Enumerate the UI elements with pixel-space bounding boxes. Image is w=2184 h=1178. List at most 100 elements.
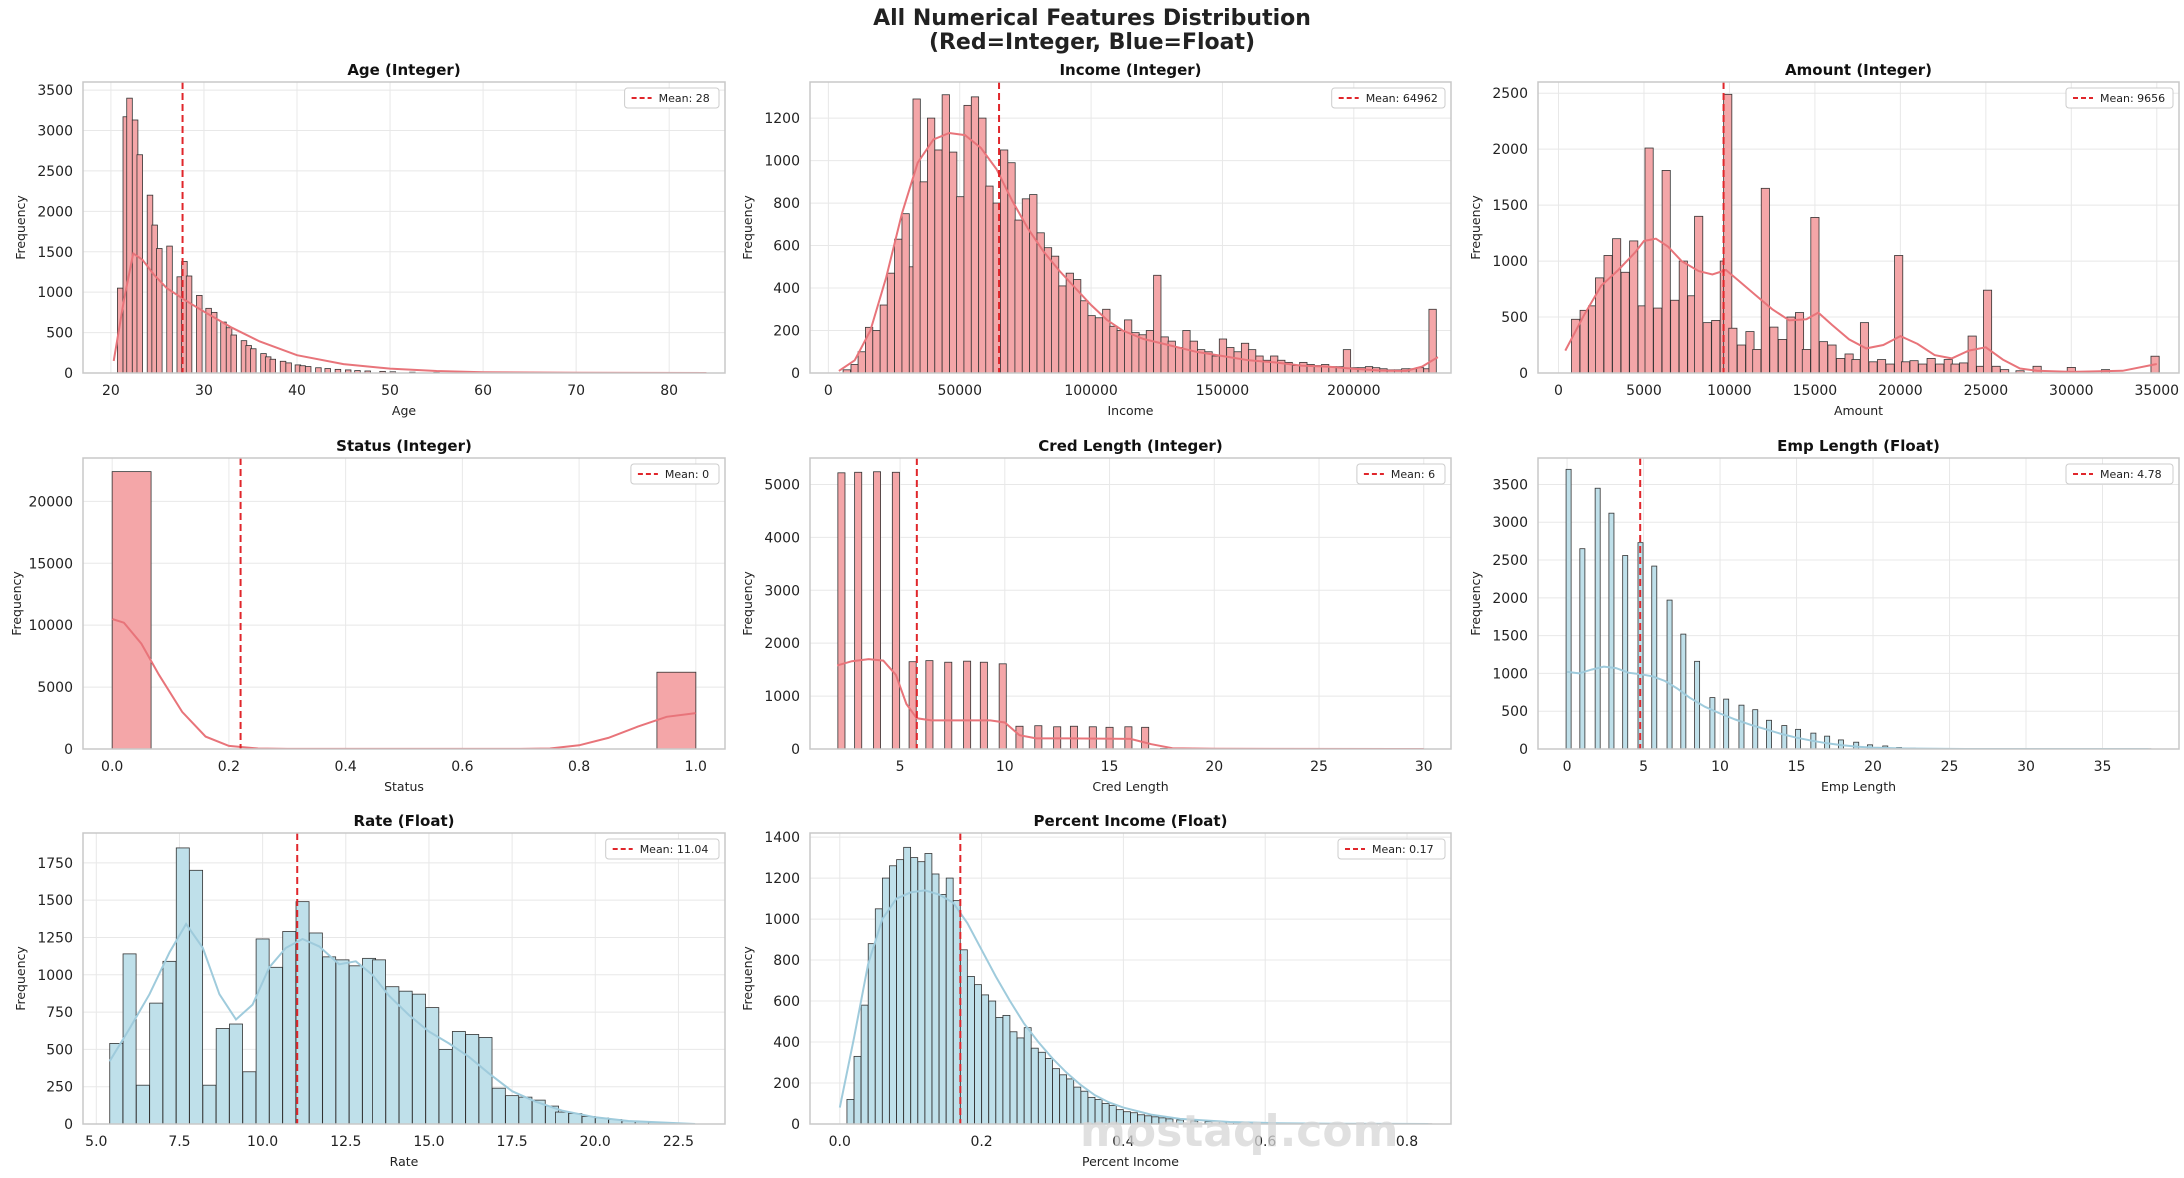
bars: [109, 847, 676, 1124]
y-tick-label: 5000: [764, 477, 800, 493]
histogram-bar: [324, 368, 331, 373]
histogram-bar: [269, 358, 277, 373]
histogram-bar: [1160, 336, 1169, 373]
x-tick-label: 20: [1205, 759, 1223, 775]
subplot-title: Status (Integer): [336, 437, 472, 455]
x-tick-label: 0: [1563, 759, 1572, 775]
histogram-bar: [1950, 363, 1960, 373]
histogram-bar: [1702, 322, 1712, 373]
y-tick-label: 2500: [1492, 86, 1528, 102]
histogram-bar: [872, 330, 881, 373]
axes-frame: [1537, 457, 2180, 750]
histogram-bar: [308, 932, 323, 1124]
x-tick-label: 200000: [1327, 383, 1380, 399]
subplot-6: 0 5 10 15 20 25 30 35 0 500 1000 1500 2000 2500 3000 35…: [1468, 437, 2180, 794]
y-tick-label: 0: [1519, 742, 1528, 758]
histogram-bar: [1059, 1074, 1068, 1124]
histogram-bar: [1612, 238, 1622, 373]
histogram-bar: [185, 275, 193, 373]
histogram-bar: [1760, 187, 1770, 373]
histogram-bar: [1066, 1078, 1075, 1124]
y-tick-label: 2000: [37, 204, 73, 220]
histogram-bar: [886, 272, 895, 373]
x-tick-label: 30: [195, 383, 213, 399]
histogram-bar: [903, 846, 912, 1124]
y-tick-label: 20000: [28, 494, 73, 510]
histogram-bar: [210, 311, 218, 373]
subplot-title: Cred Length (Integer): [1038, 437, 1222, 455]
histogram-bar: [344, 369, 352, 373]
histogram-bar: [879, 304, 888, 373]
kde-line: [838, 889, 1429, 1124]
y-tick-label: 3000: [1492, 515, 1528, 531]
subplot-title: Income (Integer): [1059, 61, 1201, 79]
legend-box: [605, 838, 720, 860]
x-tick-label: 10000: [1707, 383, 1752, 399]
histogram-bar: [1694, 660, 1701, 749]
histogram-bar: [1608, 512, 1615, 749]
histogram-bar: [850, 364, 859, 373]
x-tick-label: 0.4: [335, 759, 357, 775]
histogram-bar: [1711, 319, 1721, 373]
histogram-bar: [1009, 1031, 1018, 1124]
histogram-bar: [908, 661, 917, 749]
legend-box: [1337, 838, 1446, 860]
x-tick-label: 15: [1788, 759, 1806, 775]
x-axis-label: Cred Length: [1092, 779, 1168, 794]
histogram-bar: [1781, 725, 1788, 749]
kde-line: [112, 251, 707, 373]
histogram-bar: [963, 660, 972, 749]
legend-label: Mean: 4.78: [2100, 468, 2162, 481]
x-tick-label: 0.8: [568, 759, 590, 775]
subplot-1: 20 30 40 50 60 70 80 0 500 1000 1500 2000 2500 3000 35…: [13, 61, 726, 418]
y-tick-label: 1000: [37, 285, 73, 301]
bars: [842, 94, 1437, 373]
histogram-bar: [1723, 93, 1733, 373]
histogram-bar: [867, 943, 876, 1124]
x-tick-label: 0.2: [218, 759, 240, 775]
histogram-bar: [1189, 340, 1198, 373]
histogram-bar: [854, 471, 863, 749]
y-axis-label: Frequency: [1468, 571, 1483, 636]
x-tick-label: 35000: [2135, 383, 2180, 399]
histogram-bar: [285, 362, 292, 373]
histogram-bar: [1094, 317, 1104, 373]
legend: Mean: 28: [624, 87, 720, 109]
histogram-bar: [842, 369, 851, 373]
histogram-bar: [1002, 1014, 1011, 1124]
histogram-bar: [1959, 362, 1969, 373]
histogram-bar: [938, 894, 947, 1124]
x-tick-label: 15.0: [413, 1134, 444, 1150]
histogram-bar: [1014, 219, 1023, 373]
histogram-bar: [988, 1000, 997, 1124]
histogram-bar: [1036, 232, 1045, 373]
histogram-bar: [1051, 255, 1060, 373]
y-axis-label: Frequency: [740, 195, 755, 260]
histogram-bar: [1752, 709, 1759, 749]
legend: Mean: 64962: [1331, 87, 1446, 109]
histogram-bar: [1233, 351, 1242, 373]
x-tick-label: 5.0: [85, 1134, 107, 1150]
histogram-bar: [1299, 361, 1308, 373]
axes-frame: [809, 832, 1452, 1125]
histogram-bar: [1255, 355, 1264, 373]
x-tick-label: 25: [1310, 759, 1328, 775]
legend-box: [2065, 87, 2174, 109]
y-tick-label: 600: [773, 239, 800, 255]
y-tick-label: 1750: [37, 856, 73, 872]
figure-title: All Numerical Features Distribution: [873, 6, 1311, 31]
histogram-bar: [250, 348, 257, 373]
y-tick-label: 500: [1501, 310, 1528, 326]
histogram-bar: [555, 1111, 569, 1124]
histogram-bar: [354, 370, 361, 373]
histogram-bar: [1182, 330, 1191, 373]
histogram-bar: [111, 471, 152, 749]
histogram-bar: [215, 1028, 230, 1124]
histogram-bar: [1037, 1051, 1046, 1124]
histogram-bar: [136, 154, 143, 373]
histogram-bar: [189, 869, 204, 1124]
histogram-bar: [1058, 285, 1067, 373]
histogram-bar: [1868, 361, 1878, 373]
histogram-bar: [656, 671, 697, 749]
histogram-bar: [1023, 1027, 1032, 1124]
